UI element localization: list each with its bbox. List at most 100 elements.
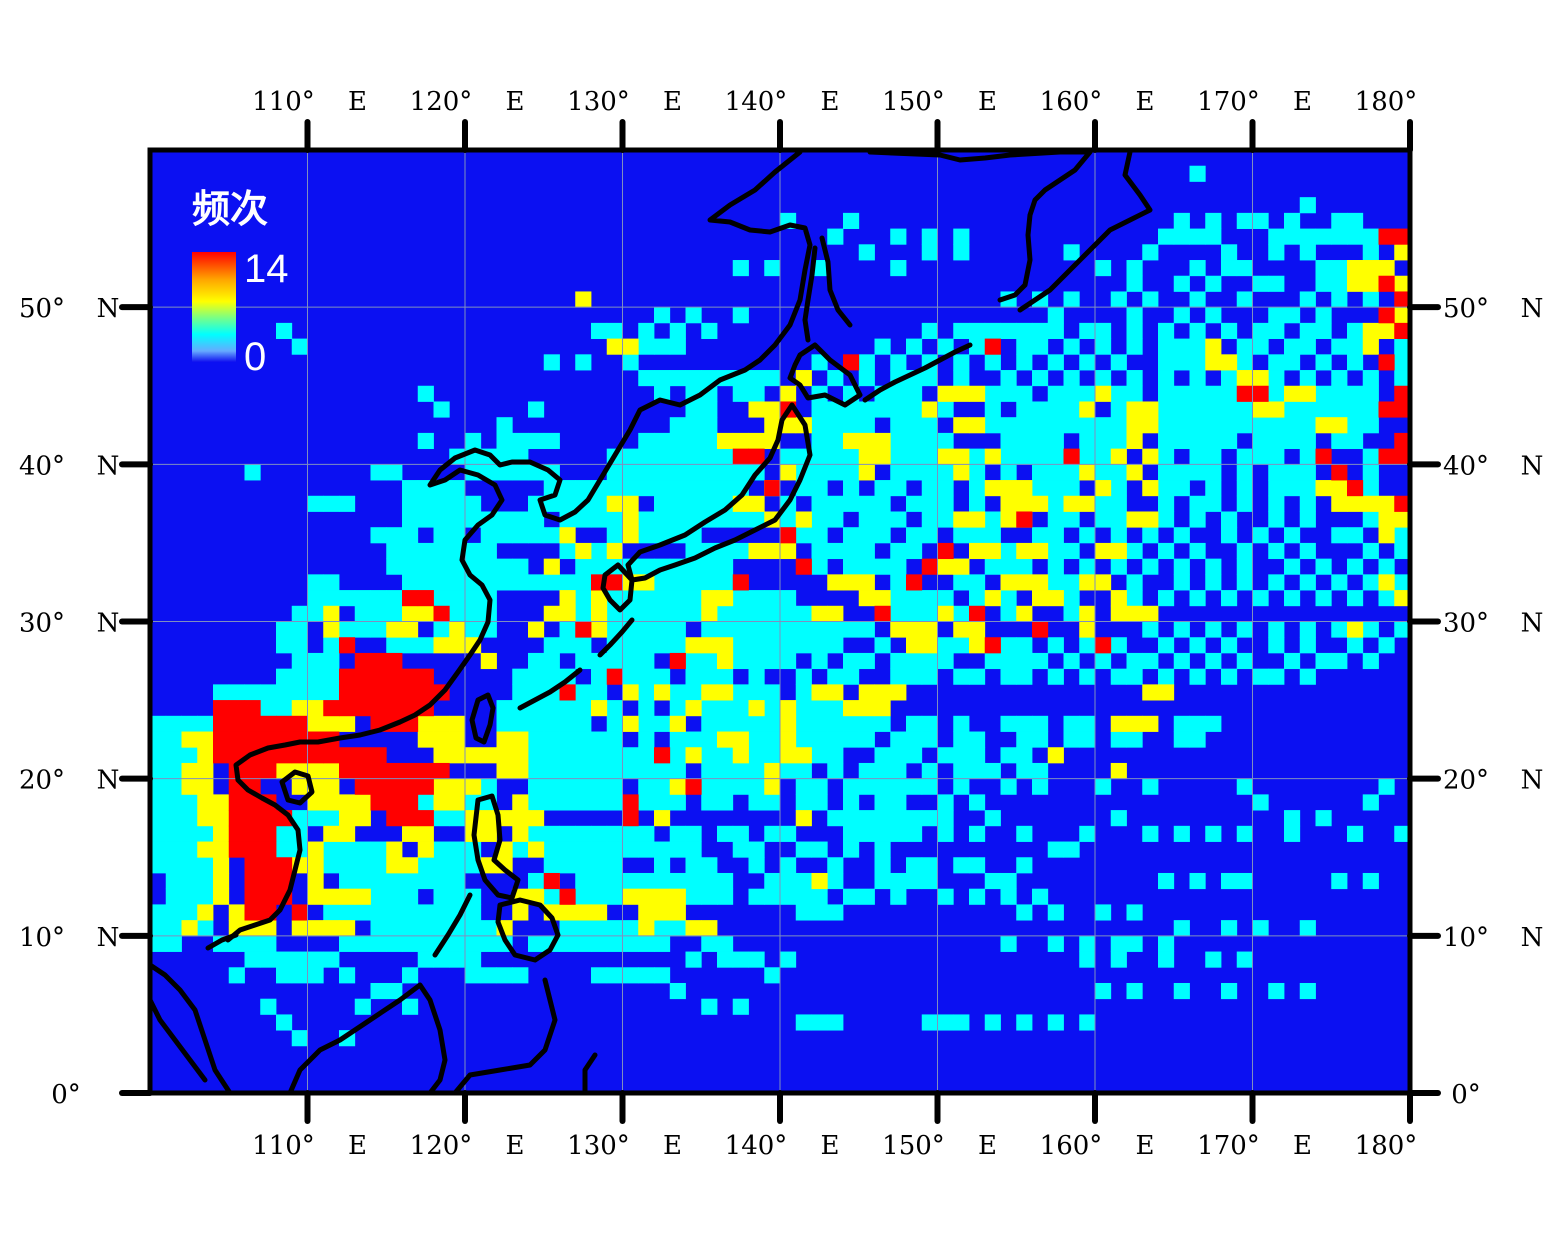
cell-medium: [795, 747, 812, 764]
coastline-ryukyu: [517, 617, 635, 711]
cell-low: [575, 747, 592, 764]
cell-medium: [874, 432, 891, 450]
cell-low: [701, 747, 718, 764]
cell-medium: [402, 621, 419, 638]
cell-low: [795, 778, 812, 795]
cell-high: [260, 841, 277, 858]
cell-low: [1095, 448, 1112, 465]
cell-medium: [1158, 684, 1175, 701]
cell-low: [669, 700, 686, 717]
cell-low: [701, 558, 718, 575]
cell-low: [874, 511, 891, 528]
cell-low: [606, 731, 623, 748]
cell-low: [1032, 762, 1049, 780]
cell-high: [417, 778, 434, 795]
cell-low: [606, 527, 623, 544]
cell-low: [811, 417, 828, 434]
cell-low: [1221, 920, 1238, 937]
cell-low: [197, 920, 214, 937]
cell-low: [1189, 417, 1206, 434]
cell-low: [1047, 511, 1064, 528]
cell-low: [150, 810, 167, 827]
cell-low: [701, 935, 718, 952]
cell-low: [354, 935, 371, 952]
cell-low: [890, 417, 907, 434]
cell-medium: [291, 920, 308, 937]
cell-low: [638, 825, 655, 842]
cell-high: [1378, 275, 1395, 292]
cell-low: [890, 825, 907, 842]
cell-high: [291, 747, 308, 764]
cell-medium: [953, 385, 970, 402]
cell-low: [1158, 417, 1175, 434]
cell-low: [906, 778, 923, 795]
cell-high: [228, 700, 245, 717]
cell-low: [575, 605, 592, 622]
cell-low: [1126, 731, 1143, 748]
cell-low: [811, 621, 828, 638]
cell-low: [890, 558, 907, 575]
cell-low: [417, 542, 434, 560]
cell-low: [717, 621, 734, 638]
cell-medium: [354, 888, 371, 905]
cell-low: [1189, 260, 1206, 277]
cell-low: [1347, 558, 1364, 575]
cell-low: [969, 747, 986, 764]
cell-low: [984, 1014, 1001, 1031]
cell-low: [890, 731, 907, 748]
cell-medium: [685, 747, 702, 764]
cell-low: [543, 354, 560, 371]
cell-medium: [1362, 322, 1379, 339]
cell-low: [512, 574, 529, 591]
cell-low: [1394, 370, 1410, 387]
cell-medium: [1110, 448, 1127, 465]
cell-low: [921, 322, 938, 339]
cell-low: [433, 810, 450, 827]
cell-low: [1142, 558, 1159, 575]
cell-medium: [402, 825, 419, 842]
cell-low: [165, 904, 182, 921]
cell-low: [1236, 558, 1253, 575]
cell-low: [969, 794, 986, 811]
cell-low: [386, 464, 403, 481]
cell-medium: [764, 778, 781, 795]
cell-high: [1394, 432, 1410, 450]
cell-low: [1284, 480, 1301, 497]
cell-medium: [354, 810, 371, 827]
cell-medium: [1079, 495, 1096, 512]
cell-low: [1110, 527, 1127, 544]
cell-low: [748, 652, 765, 670]
cell-low: [1236, 212, 1253, 229]
cell-low: [921, 605, 938, 622]
cell-low: [1378, 637, 1395, 654]
cell-medium: [1299, 385, 1316, 402]
y-left-tick-label: 10°: [19, 923, 65, 953]
cell-medium: [1079, 464, 1096, 481]
cell-low: [543, 825, 560, 842]
cell-low: [795, 888, 812, 905]
cell-low: [890, 542, 907, 560]
cell-high: [386, 794, 403, 811]
cell-low: [1205, 951, 1222, 968]
cell-low: [795, 527, 812, 544]
cell-low: [1394, 354, 1410, 371]
cell-low: [1000, 464, 1017, 481]
cell-low: [559, 747, 576, 764]
cell-low: [165, 920, 182, 937]
cell-medium: [1378, 574, 1395, 591]
cell-low: [165, 794, 182, 811]
cell-low: [181, 841, 198, 858]
cell-low: [984, 872, 1001, 890]
cell-low: [1016, 825, 1033, 842]
cell-low: [969, 464, 986, 481]
cell-low: [433, 904, 450, 921]
cell-low: [402, 998, 419, 1015]
cell-low: [827, 495, 844, 512]
y-left-tick-label: 50°: [19, 294, 65, 324]
cell-low: [1299, 668, 1316, 685]
cell-low: [1394, 542, 1410, 560]
legend-title: 频次: [192, 187, 268, 231]
cell-low: [1047, 464, 1064, 481]
cell-low: [1158, 951, 1175, 968]
